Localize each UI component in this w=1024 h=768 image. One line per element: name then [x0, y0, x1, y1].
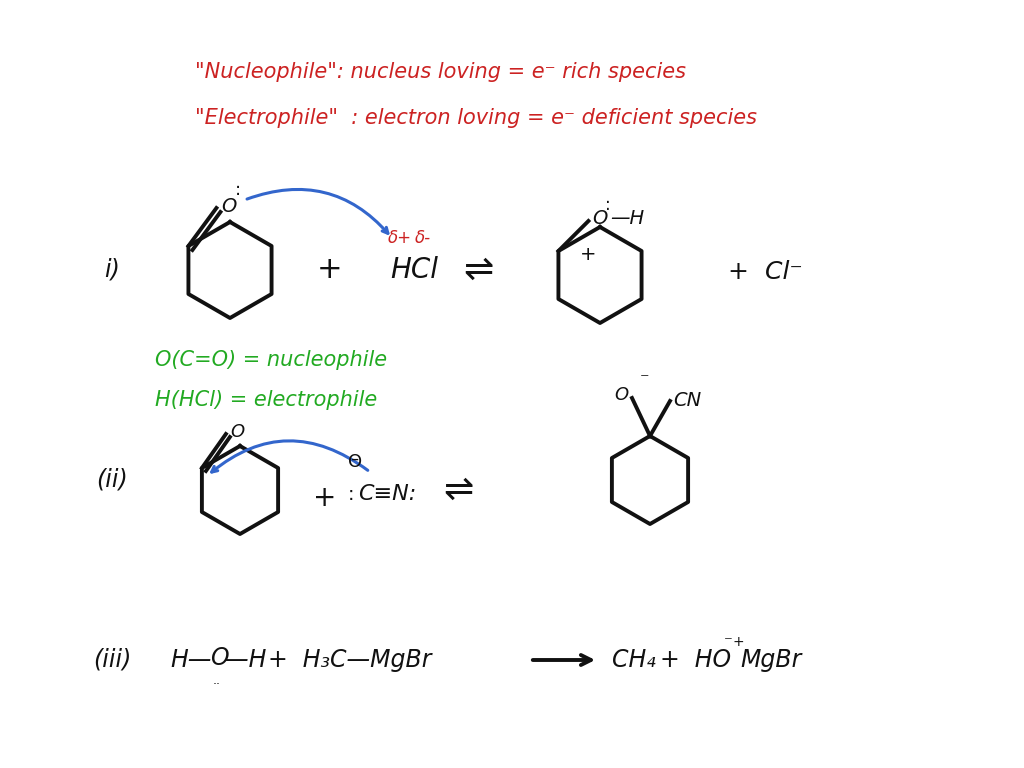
- Text: ..: ..: [213, 674, 221, 687]
- Text: O: O: [221, 197, 237, 216]
- Text: H—: H—: [170, 648, 211, 672]
- Text: O: O: [210, 646, 228, 670]
- Text: δ+: δ+: [388, 229, 412, 247]
- Text: "Nucleophile": nucleus loving = e⁻ rich species: "Nucleophile": nucleus loving = e⁻ rich …: [195, 62, 686, 82]
- Text: —H: —H: [225, 648, 266, 672]
- Text: δ-: δ-: [415, 229, 431, 247]
- Text: —H: —H: [610, 210, 644, 229]
- Text: Θ: Θ: [348, 453, 362, 471]
- Text: :: :: [605, 196, 611, 214]
- Text: +: +: [313, 484, 337, 512]
- Text: i): i): [104, 258, 120, 282]
- Text: MgBr: MgBr: [740, 648, 802, 672]
- Text: CH₄: CH₄: [612, 648, 655, 672]
- Text: ⇌: ⇌: [442, 473, 473, 507]
- Text: ⇌: ⇌: [463, 253, 494, 287]
- Text: +  Cl⁻: + Cl⁻: [728, 260, 803, 284]
- Text: O: O: [593, 210, 608, 229]
- Text: H(HCl) = electrophile: H(HCl) = electrophile: [155, 390, 377, 410]
- Text: +  H₃C—MgBr: + H₃C—MgBr: [268, 648, 431, 672]
- Text: O: O: [613, 386, 628, 404]
- Text: CN: CN: [673, 392, 701, 411]
- Text: +: +: [580, 246, 596, 264]
- Text: O(C=O) = nucleophile: O(C=O) = nucleophile: [155, 350, 387, 370]
- Text: +: +: [317, 256, 343, 284]
- Text: C≡N:: C≡N:: [358, 484, 416, 504]
- Text: +  HO: + HO: [660, 648, 731, 672]
- Text: (ii): (ii): [96, 468, 128, 492]
- Text: +: +: [733, 635, 744, 649]
- Text: (iii): (iii): [93, 648, 131, 672]
- Text: ⁻: ⁻: [724, 633, 733, 651]
- Text: ⁻: ⁻: [640, 371, 649, 389]
- Text: HCl: HCl: [390, 256, 438, 284]
- Text: :: :: [348, 485, 354, 504]
- Text: :: :: [234, 181, 241, 199]
- Text: "Electrophile"  : electron loving = e⁻ deficient species: "Electrophile" : electron loving = e⁻ de…: [195, 108, 757, 128]
- Text: O: O: [230, 423, 244, 441]
